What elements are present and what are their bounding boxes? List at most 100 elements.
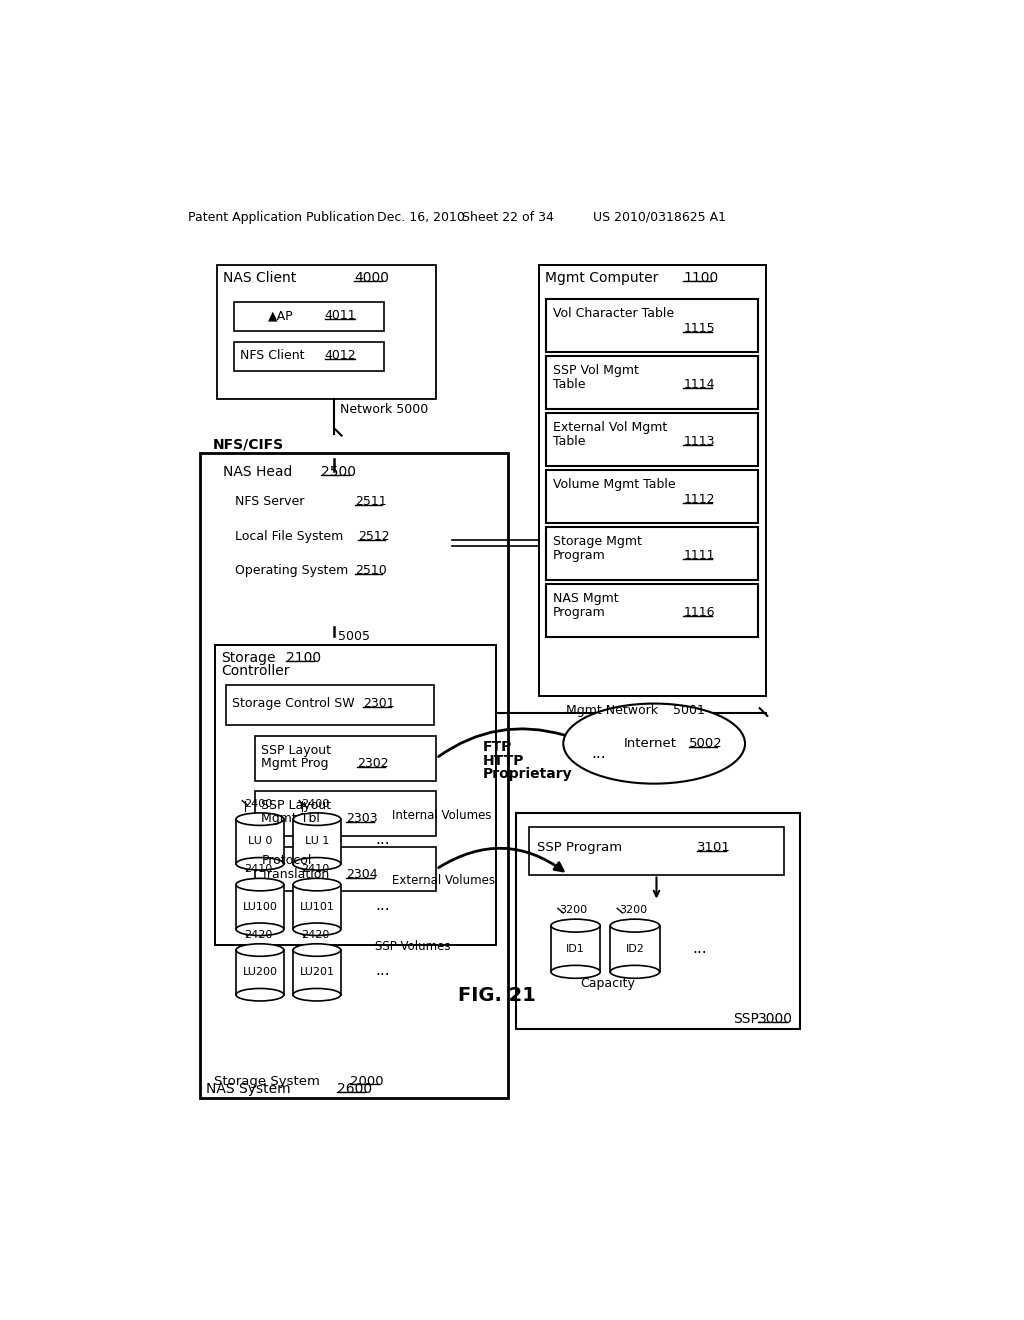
Text: 1100: 1100 <box>683 271 719 285</box>
Text: Translation: Translation <box>261 867 330 880</box>
Bar <box>539 264 766 696</box>
Bar <box>547 300 758 351</box>
Text: 3200: 3200 <box>559 906 588 915</box>
Text: 2510: 2510 <box>355 564 387 577</box>
Text: Storage: Storage <box>221 651 275 665</box>
Ellipse shape <box>610 919 659 932</box>
Text: Mgmt Prog: Mgmt Prog <box>261 756 329 770</box>
Bar <box>228 557 422 585</box>
Bar <box>610 925 659 972</box>
Text: Internet: Internet <box>624 738 677 751</box>
Text: 2511: 2511 <box>355 495 387 508</box>
Text: Storage Mgmt: Storage Mgmt <box>553 535 641 548</box>
Text: 2304: 2304 <box>346 867 378 880</box>
Text: Proprietary: Proprietary <box>483 767 572 781</box>
Text: Sheet 22 of 34: Sheet 22 of 34 <box>462 211 554 224</box>
Bar <box>237 820 284 863</box>
Text: Program: Program <box>553 606 605 619</box>
Text: 2420: 2420 <box>301 929 330 940</box>
Bar <box>547 413 758 466</box>
Text: LU201: LU201 <box>299 968 335 977</box>
Text: 3101: 3101 <box>697 841 731 854</box>
Text: Patent Application Publication: Patent Application Publication <box>188 211 375 224</box>
Text: 1113: 1113 <box>683 434 715 447</box>
Text: ▲AP: ▲AP <box>268 309 294 322</box>
Ellipse shape <box>237 878 284 891</box>
Text: 1115: 1115 <box>683 322 715 335</box>
Text: 5001: 5001 <box>674 704 706 717</box>
Text: 1114: 1114 <box>683 378 715 391</box>
Bar <box>237 950 284 995</box>
Text: NAS System: NAS System <box>206 1082 291 1097</box>
Text: LU200: LU200 <box>243 968 278 977</box>
Bar <box>255 737 436 780</box>
Ellipse shape <box>293 813 341 825</box>
Text: 2500: 2500 <box>321 465 355 479</box>
Bar <box>293 820 341 863</box>
Text: NAS Head: NAS Head <box>223 465 292 479</box>
Text: 4012: 4012 <box>325 350 356 363</box>
Text: NFS/CIFS: NFS/CIFS <box>213 438 284 451</box>
Text: LU101: LU101 <box>299 902 335 912</box>
Bar <box>217 459 452 627</box>
Text: 2512: 2512 <box>357 529 389 543</box>
Bar <box>217 264 436 400</box>
Text: HTTP: HTTP <box>483 754 524 768</box>
Text: 1111: 1111 <box>683 549 715 562</box>
Text: SSP Volumes: SSP Volumes <box>376 940 451 953</box>
Text: Operating System: Operating System <box>234 564 348 577</box>
Text: ...: ... <box>376 964 390 978</box>
Bar <box>228 488 422 515</box>
Text: ...: ... <box>692 941 708 956</box>
Bar <box>237 884 284 929</box>
Ellipse shape <box>293 923 341 936</box>
Text: 3200: 3200 <box>618 906 647 915</box>
Ellipse shape <box>563 704 745 784</box>
Text: ...: ... <box>376 833 390 847</box>
Text: SSP Program: SSP Program <box>538 841 623 854</box>
Text: 2400: 2400 <box>301 799 330 809</box>
Text: Storage Control SW: Storage Control SW <box>232 697 355 710</box>
Text: 2420: 2420 <box>245 929 272 940</box>
Bar <box>233 302 384 331</box>
Text: Mgmt Computer: Mgmt Computer <box>545 271 658 285</box>
Bar <box>547 585 758 636</box>
Text: 2410: 2410 <box>245 865 272 874</box>
Text: 4000: 4000 <box>354 271 389 285</box>
Bar <box>293 950 341 995</box>
Text: 2600: 2600 <box>337 1082 372 1097</box>
Text: NFS Server: NFS Server <box>234 495 304 508</box>
Bar <box>233 342 384 371</box>
Text: LU100: LU100 <box>243 902 278 912</box>
Text: US 2010/0318625 A1: US 2010/0318625 A1 <box>593 211 726 224</box>
Text: External Vol Mgmt: External Vol Mgmt <box>553 421 667 434</box>
Ellipse shape <box>293 858 341 870</box>
Text: 2100: 2100 <box>286 651 322 665</box>
Text: Volume Mgmt Table: Volume Mgmt Table <box>553 478 675 491</box>
Bar <box>515 813 801 1028</box>
Text: 2410: 2410 <box>301 865 330 874</box>
Text: 4011: 4011 <box>325 309 356 322</box>
Bar <box>228 523 422 549</box>
Text: SSP Layout: SSP Layout <box>261 743 332 756</box>
Text: Mgmt Network: Mgmt Network <box>565 704 657 717</box>
Text: 2303: 2303 <box>346 812 378 825</box>
Text: 3000: 3000 <box>758 1011 794 1026</box>
Text: LU 1: LU 1 <box>305 837 329 846</box>
Text: Table: Table <box>553 378 585 391</box>
Bar <box>208 636 504 1090</box>
Text: Vol Character Table: Vol Character Table <box>553 308 674 319</box>
Bar <box>255 792 436 836</box>
Text: Protocol: Protocol <box>261 854 312 867</box>
Text: ID1: ID1 <box>566 944 585 954</box>
Text: 2301: 2301 <box>364 697 394 710</box>
Text: ID2: ID2 <box>626 944 644 954</box>
Text: Table: Table <box>553 434 585 447</box>
Text: FTP: FTP <box>483 739 513 754</box>
Bar <box>547 356 758 409</box>
Ellipse shape <box>237 923 284 936</box>
Bar <box>293 884 341 929</box>
Text: NAS Mgmt: NAS Mgmt <box>553 591 618 605</box>
Bar <box>547 470 758 523</box>
Text: Storage System: Storage System <box>214 1074 319 1088</box>
